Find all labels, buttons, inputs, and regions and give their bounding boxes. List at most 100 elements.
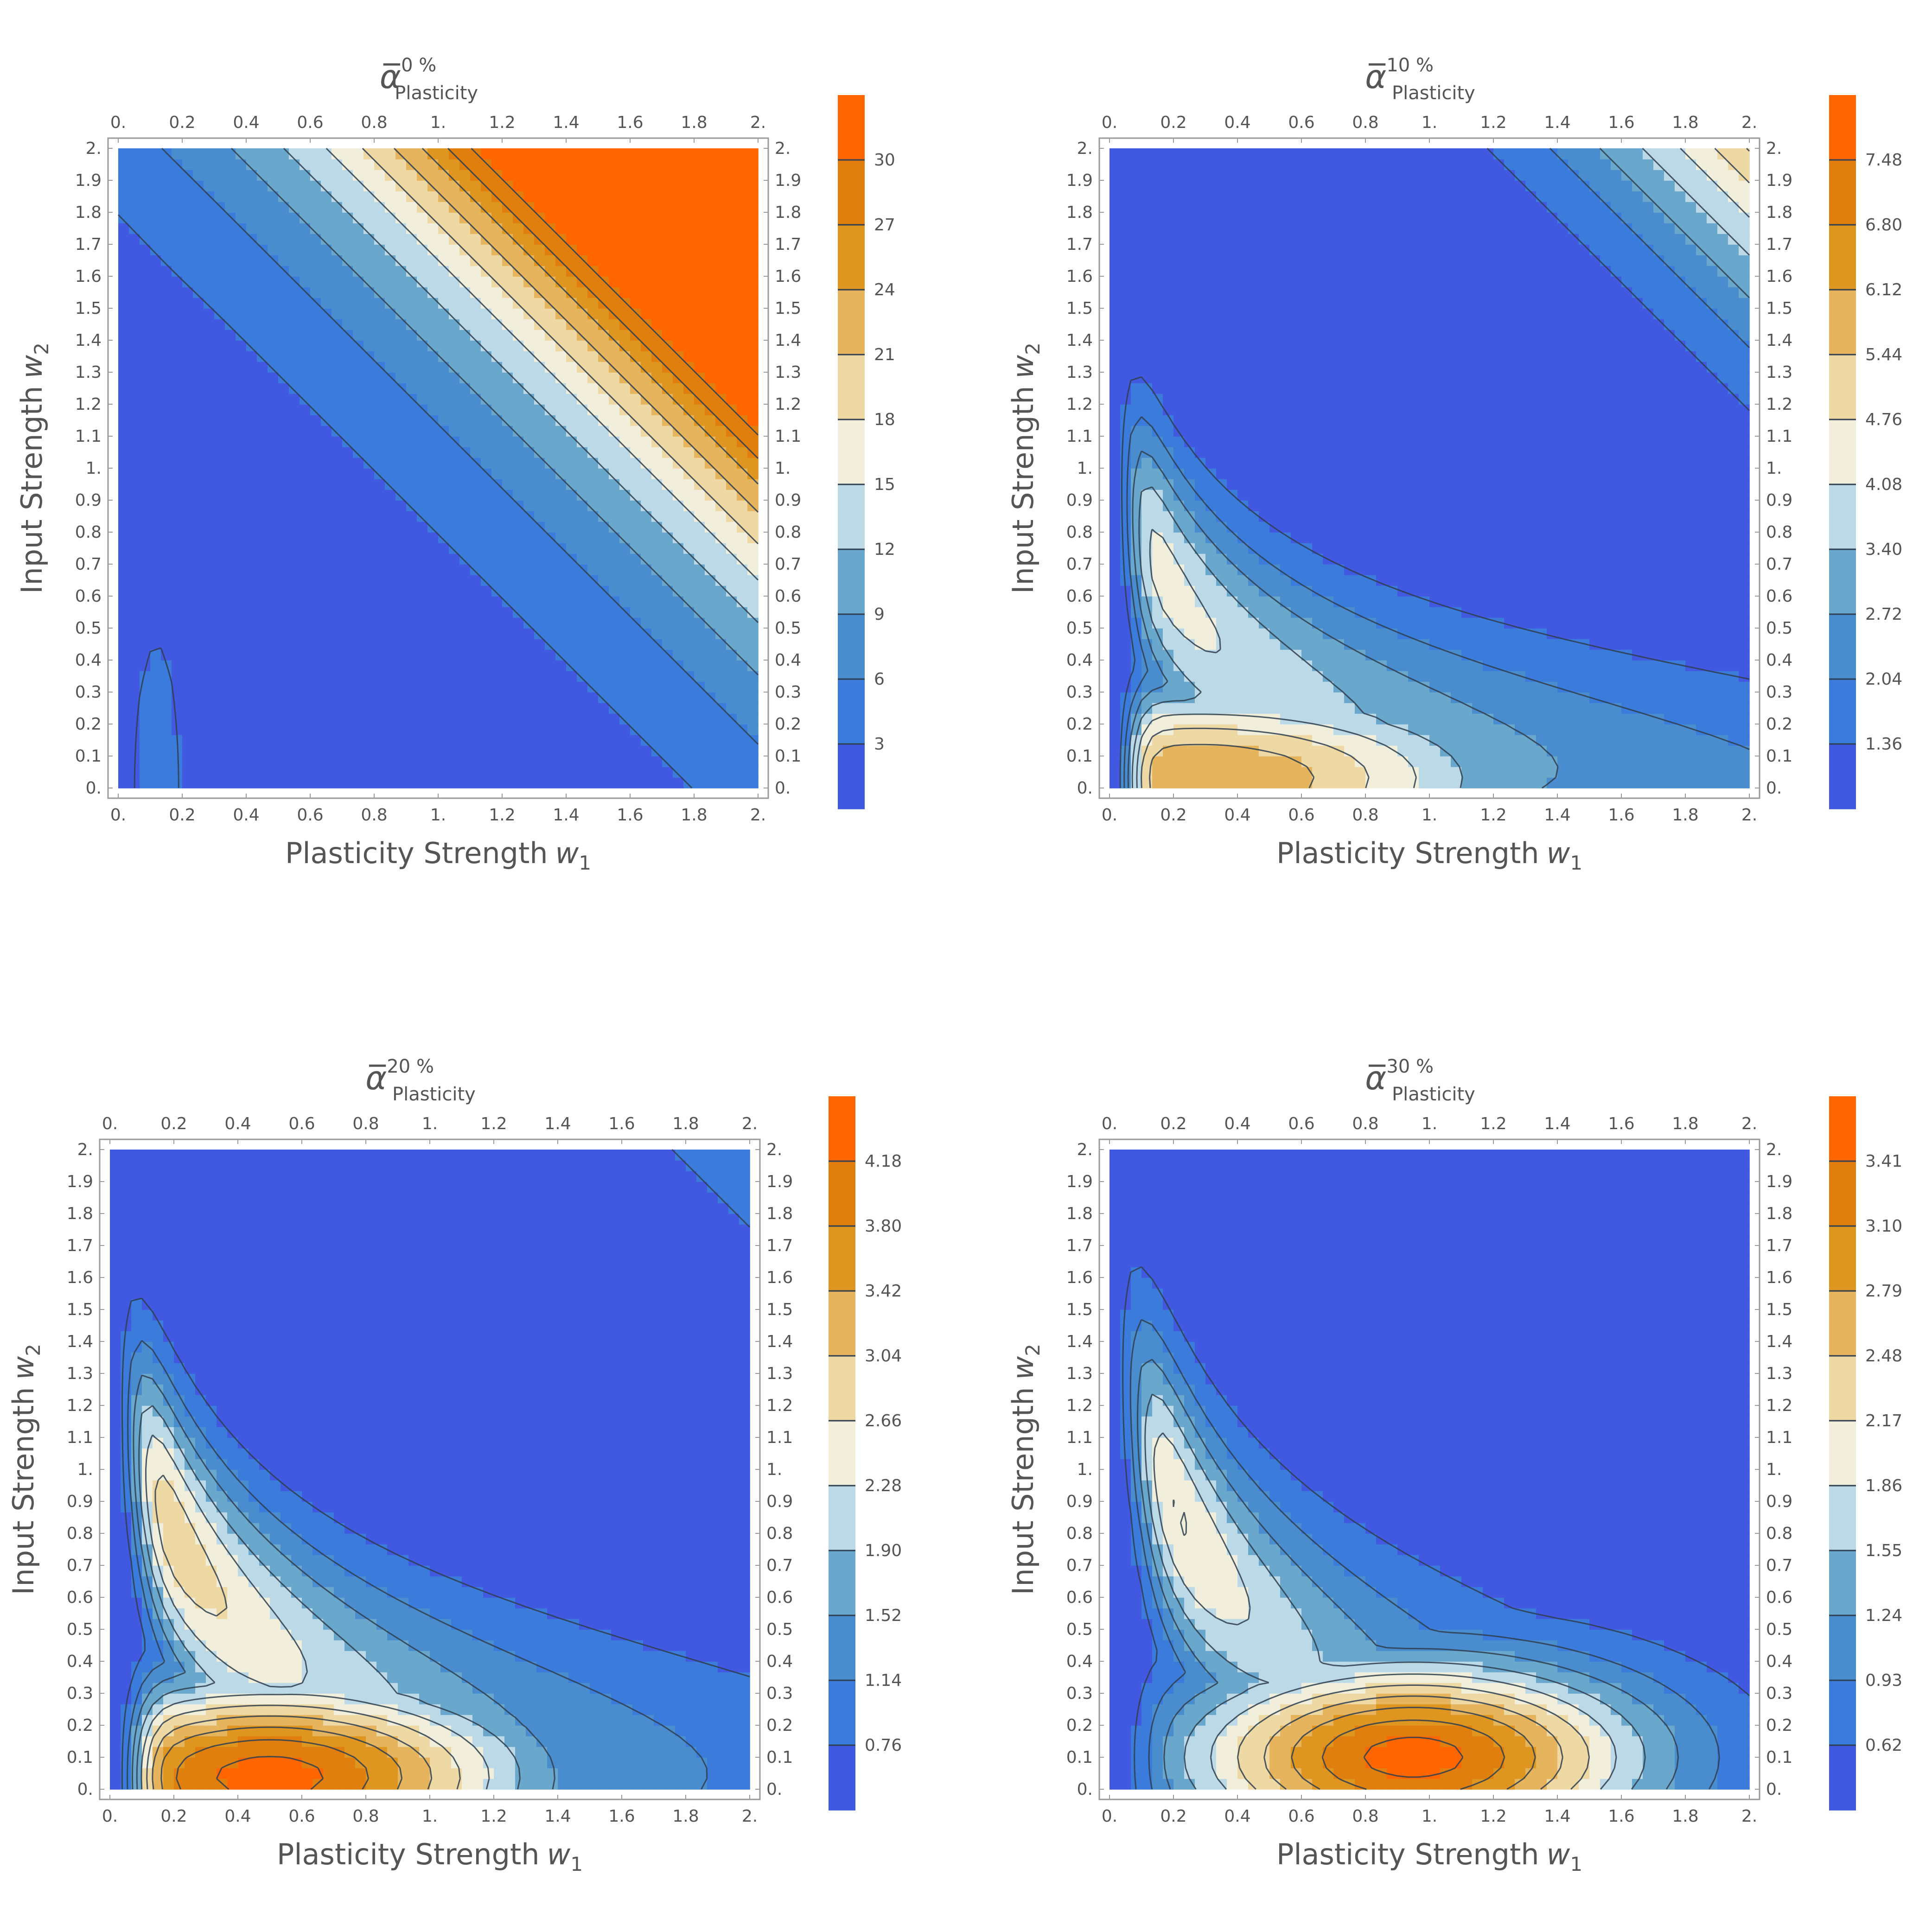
contour-cell [1653, 585, 1664, 597]
contour-cell [1504, 596, 1515, 607]
contour-cell [705, 532, 716, 543]
contour-cell [737, 713, 748, 724]
contour-cell [555, 745, 567, 756]
contour-cell [268, 404, 279, 415]
contour-cell [1643, 628, 1654, 639]
contour-cell [1547, 575, 1558, 586]
contour-cell [566, 532, 577, 543]
contour-cell [1184, 767, 1195, 778]
contour-cell [118, 212, 129, 223]
contour-cell [470, 287, 481, 298]
contour-cell [118, 372, 129, 383]
contour-cell [683, 191, 695, 202]
contour-cell [385, 415, 396, 426]
contour-cell [118, 724, 129, 735]
contour-cell [683, 649, 695, 661]
contour-cell [1387, 713, 1398, 724]
contour-cell [577, 735, 588, 746]
contour-cell [1355, 617, 1366, 629]
contour-cell [1109, 639, 1121, 650]
contour-cell [172, 362, 183, 373]
contour-cell [470, 404, 481, 415]
contour-cell [1504, 575, 1515, 586]
contour-cell [566, 255, 577, 266]
contour-cell [225, 724, 236, 735]
contour-cell [1237, 767, 1249, 778]
contour-cell [641, 212, 652, 223]
contour-cell [470, 212, 481, 223]
contour-cell [481, 649, 492, 661]
contour-cell [502, 394, 513, 405]
contour-cell [1643, 777, 1654, 788]
contour-cell [1707, 681, 1718, 693]
contour-cell [321, 543, 332, 554]
contour-cell [1536, 777, 1547, 788]
contour-cell [747, 639, 759, 650]
contour-cell [268, 532, 279, 543]
contour-cell [1653, 681, 1664, 693]
contour-cell [1333, 767, 1345, 778]
contour-cell [598, 340, 609, 351]
contour-cell [161, 308, 172, 319]
contour-cell [395, 287, 407, 298]
contour-cell [449, 266, 460, 277]
contour-cell [619, 511, 631, 522]
contour-cell [715, 543, 727, 554]
contour-cell [129, 372, 140, 383]
contour-cell [193, 383, 204, 394]
chart-title: α̅0 % Plasticity [380, 55, 478, 104]
contour-cell [1280, 767, 1291, 778]
contour-cell [641, 170, 652, 181]
contour-cell [1568, 724, 1579, 735]
contour-cell [673, 777, 684, 788]
contour-cell [726, 660, 737, 671]
contour-cell [321, 575, 332, 586]
contour-cell [545, 372, 556, 383]
contour-cell [609, 660, 620, 671]
contour-cell [1472, 639, 1483, 650]
contour-cell [673, 521, 684, 533]
contour-cell [385, 426, 396, 437]
contour-cell [705, 255, 716, 266]
contour-cell [523, 426, 535, 437]
contour-cell [342, 745, 353, 756]
contour-cell [587, 394, 599, 405]
contour-cell [641, 180, 652, 191]
contour-cell [236, 532, 247, 543]
contour-cell [140, 298, 151, 309]
contour-cell [363, 202, 375, 213]
contour-cell [662, 436, 673, 447]
contour-cell [1739, 596, 1750, 607]
contour-cell [225, 575, 236, 586]
contour-cell [214, 660, 225, 671]
contour-cell [1109, 735, 1121, 746]
contour-cell [427, 607, 439, 618]
contour-cell [1589, 671, 1600, 682]
contour-cell [1429, 681, 1441, 693]
contour-cell [470, 553, 481, 565]
contour-cell [427, 298, 439, 309]
contour-cell [673, 681, 684, 693]
contour-cell [534, 180, 545, 191]
contour-cell [683, 500, 695, 511]
contour-cell [459, 191, 471, 202]
contour-cell [1728, 777, 1739, 788]
contour-cell [737, 681, 748, 693]
contour-cell [427, 596, 439, 607]
contour-cell [1611, 724, 1622, 735]
contour-cell [1237, 671, 1249, 682]
contour-cell [140, 351, 151, 362]
contour-cell [300, 756, 311, 767]
contour-cell [662, 159, 673, 170]
contour-cell [1547, 639, 1558, 650]
contour-cell [363, 351, 375, 362]
contour-cell [246, 671, 257, 682]
contour-cell [1109, 692, 1121, 703]
contour-cell [193, 767, 204, 778]
contour-cell [300, 415, 311, 426]
contour-cell [1728, 713, 1739, 724]
contour-cell [310, 436, 321, 447]
contour-cell [374, 330, 385, 341]
contour-cell [332, 553, 343, 565]
contour-cell [1717, 703, 1728, 714]
